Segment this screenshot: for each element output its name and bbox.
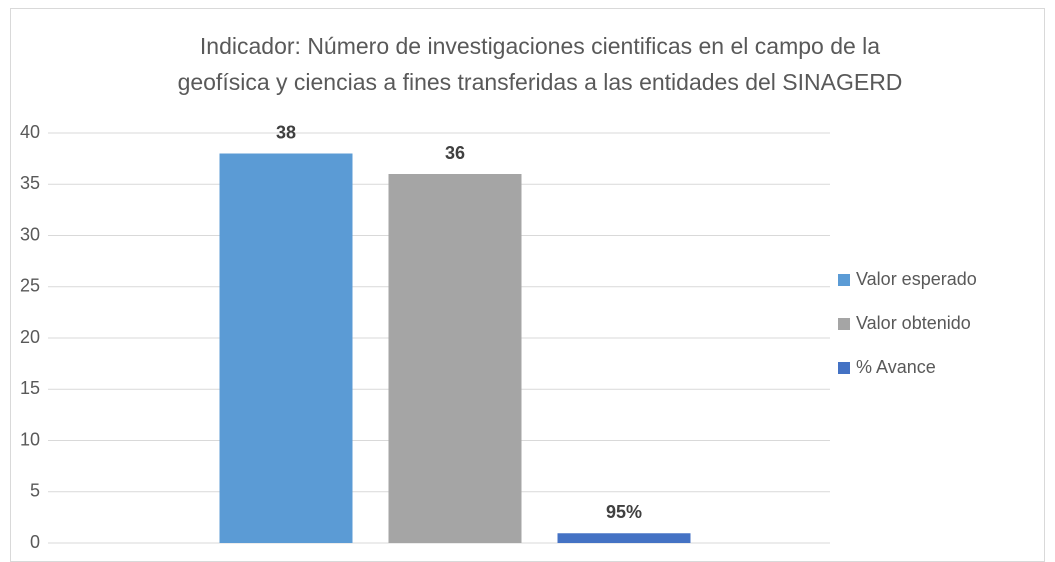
chart-title: geofísica y ciencias a fines transferida… (178, 69, 903, 95)
y-tick-label: 10 (20, 429, 40, 449)
y-tick-label: 5 (30, 481, 40, 501)
y-tick-label: 30 (20, 224, 40, 244)
y-tick-label: 25 (20, 276, 40, 296)
bar (388, 174, 522, 543)
chart-border (10, 8, 1045, 562)
y-tick-label: 0 (30, 532, 40, 552)
legend-label: Valor obtenido (856, 313, 971, 333)
data-label: 95% (606, 502, 642, 522)
y-tick-label: 20 (20, 327, 40, 347)
chart-title: Indicador: Número de investigaciones cie… (200, 33, 880, 59)
y-tick-label: 40 (20, 122, 40, 142)
y-tick-label: 15 (20, 378, 40, 398)
bar (219, 153, 353, 543)
legend-label: % Avance (856, 357, 936, 377)
data-label: 36 (445, 143, 465, 163)
y-tick-label: 35 (20, 173, 40, 193)
legend-swatch (838, 362, 850, 374)
data-label: 38 (276, 122, 296, 142)
legend-swatch (838, 318, 850, 330)
legend-label: Valor esperado (856, 269, 977, 289)
legend-swatch (838, 274, 850, 286)
bar (557, 533, 691, 543)
